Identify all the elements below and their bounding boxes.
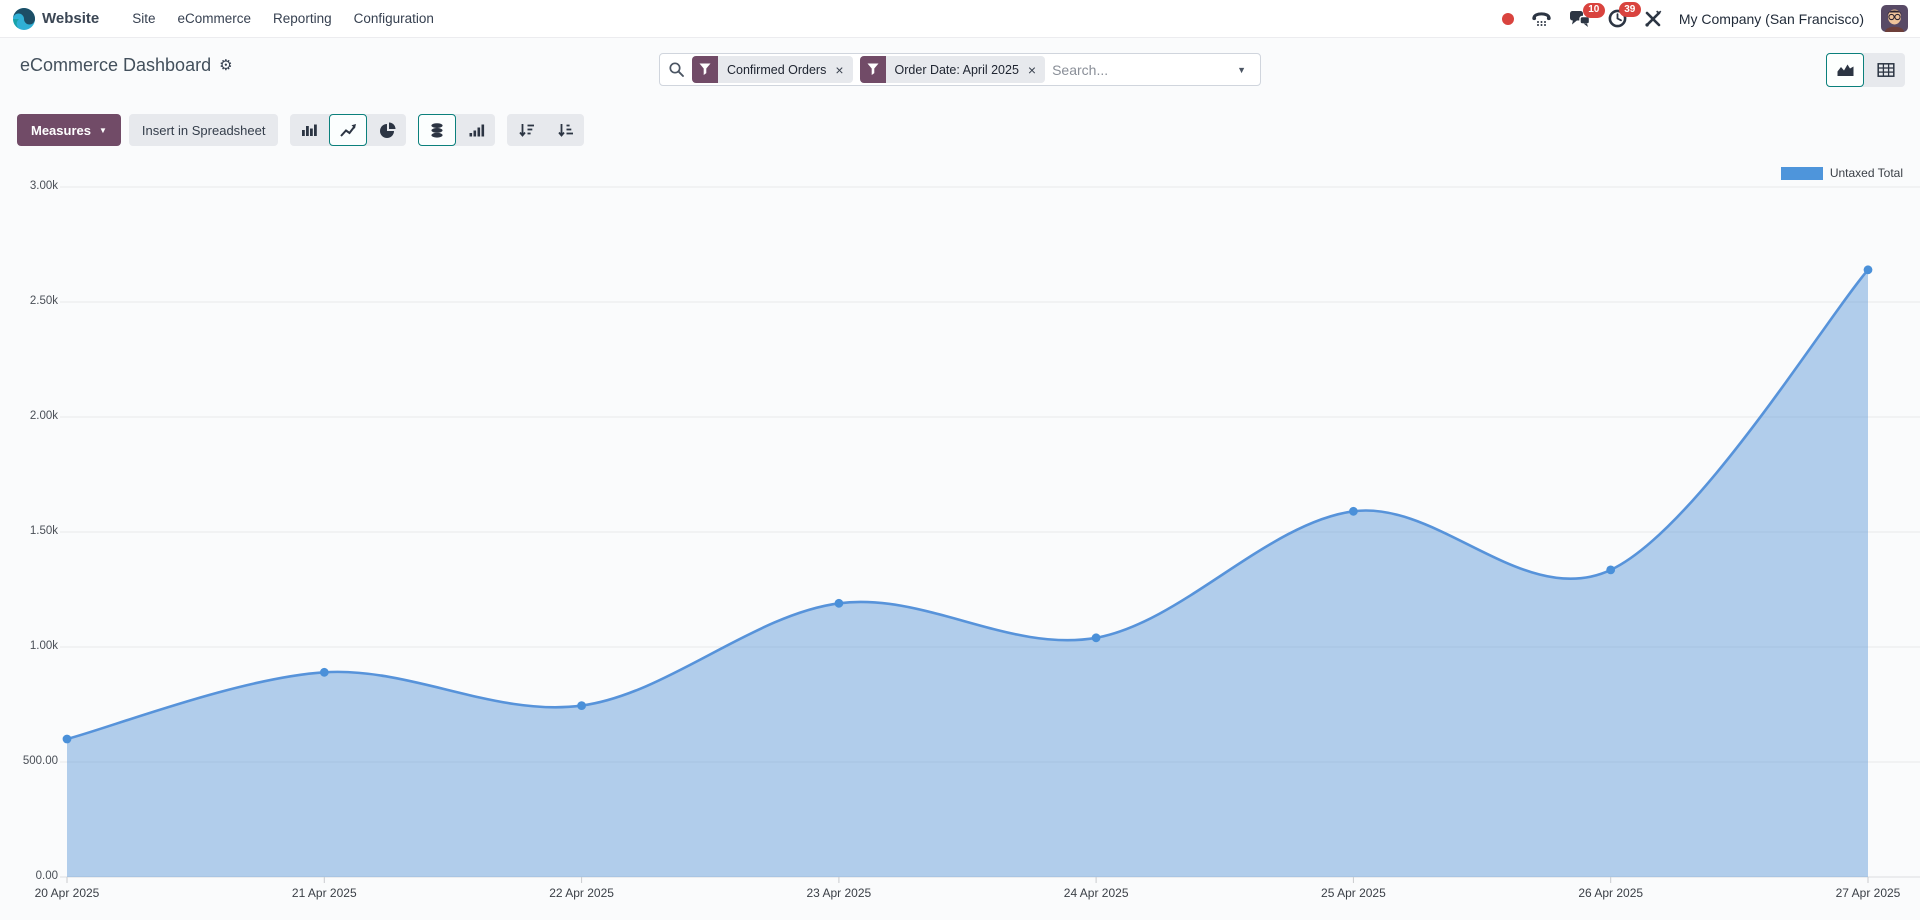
x-axis-label: 27 Apr 2025 — [1835, 886, 1901, 900]
y-axis-label: 3.00k — [29, 180, 58, 192]
y-axis-label: 2.00k — [29, 410, 58, 422]
bar-chart-icon — [301, 124, 317, 136]
menu-site[interactable]: Site — [123, 5, 164, 32]
data-point[interactable] — [1091, 633, 1101, 643]
y-axis-label: 2.50k — [29, 295, 58, 307]
control-panel: eCommerce Dashboard ⚙ Confirmed Orders × O… — [0, 38, 1920, 96]
data-point[interactable] — [62, 734, 72, 744]
sort-group — [507, 114, 585, 146]
graph-toolbar: Measures ▼ Insert in Spreadsheet — [17, 114, 585, 146]
facet-filter-icon — [692, 56, 718, 83]
messages-count-badge: 10 — [1582, 2, 1605, 18]
area-chart-svg — [60, 186, 1920, 883]
pie-chart-button[interactable] — [368, 114, 406, 146]
developer-tools-icon[interactable] — [1644, 10, 1662, 28]
legend-label: Untaxed Total — [1829, 166, 1903, 180]
sort-ascending-button[interactable] — [546, 114, 584, 146]
view-switcher — [1826, 53, 1905, 87]
area-chart: Untaxed Total 0.00 500.00 1.00k 1.50k 2.00k 2… — [0, 160, 1920, 920]
search-icon — [668, 61, 685, 78]
pie-chart-icon — [379, 122, 396, 138]
chart-legend[interactable]: Untaxed Total — [1780, 166, 1903, 180]
x-axis-label: 20 Apr 2025 — [34, 886, 100, 900]
area-chart-icon — [1837, 64, 1853, 76]
facet-label: Confirmed Orders — [727, 62, 827, 77]
menu-ecommerce[interactable]: eCommerce — [169, 5, 261, 32]
bar-chart-button[interactable] — [290, 114, 328, 146]
stacked-icon — [431, 122, 444, 138]
x-axis-label: 23 Apr 2025 — [806, 886, 872, 900]
stacked-toggle-button[interactable] — [418, 114, 457, 146]
systray: 10 39 My Company (San Francisco) — [1501, 2, 1908, 32]
cog-menu-icon[interactable]: ⚙ — [219, 57, 233, 74]
messages-icon[interactable]: 10 — [1569, 2, 1605, 28]
data-point[interactable] — [1349, 506, 1358, 516]
x-axis-label: 26 Apr 2025 — [1578, 886, 1644, 900]
app-name[interactable]: Website — [42, 10, 100, 27]
legend-swatch — [1780, 166, 1823, 180]
pivot-table-icon — [1877, 63, 1895, 77]
stacked-cumulative-group — [418, 114, 496, 146]
search-facet[interactable]: Order Date: April 2025 × — [859, 56, 1046, 83]
x-axis-label: 22 Apr 2025 — [549, 886, 614, 900]
facet-remove-icon[interactable]: × — [835, 61, 844, 78]
search-bar[interactable]: Confirmed Orders × Order Date: April 2025 ×… — [659, 53, 1261, 86]
y-axis-label: 1.00k — [29, 640, 58, 652]
menu-configuration[interactable]: Configuration — [345, 5, 443, 32]
facet-filter-icon — [859, 56, 886, 83]
nav-left: Website Site eCommerce Reporting Configurat… — [12, 5, 443, 32]
graph-view-button[interactable] — [1826, 53, 1864, 87]
caret-down-icon: ▼ — [98, 125, 107, 135]
sort-descending-icon — [519, 124, 534, 137]
menu-reporting[interactable]: Reporting — [264, 5, 341, 32]
search-facets: Confirmed Orders × Order Date: April 2025 × — [692, 56, 1046, 83]
data-point[interactable] — [319, 667, 329, 677]
measures-label: Measures — [31, 122, 91, 138]
breadcrumb: eCommerce Dashboard ⚙ — [20, 55, 233, 76]
data-point[interactable] — [1863, 265, 1873, 275]
data-point[interactable] — [834, 598, 844, 608]
chart-type-group — [290, 114, 407, 146]
y-axis-label: 0.00 — [35, 870, 58, 882]
insert-in-spreadsheet-button[interactable]: Insert in Spreadsheet — [128, 114, 279, 146]
data-point[interactable] — [577, 701, 586, 710]
filter-funnel-icon — [867, 63, 879, 75]
voip-phone-icon[interactable] — [1531, 10, 1552, 28]
x-axis-label: 21 Apr 2025 — [291, 886, 357, 900]
measures-button[interactable]: Measures ▼ — [17, 114, 121, 146]
sort-ascending-icon — [558, 124, 573, 137]
y-axis-label: 500.00 — [22, 755, 58, 767]
page-title: eCommerce Dashboard — [20, 55, 212, 75]
data-point[interactable] — [1606, 565, 1616, 575]
facet-remove-icon[interactable]: × — [1027, 61, 1037, 78]
top-navbar: Website Site eCommerce Reporting Configurat… — [0, 0, 1920, 38]
search-input[interactable] — [1052, 61, 1232, 78]
ascending-bars-icon — [469, 124, 485, 137]
x-axis-label: 25 Apr 2025 — [1321, 886, 1386, 900]
line-chart-button[interactable] — [329, 114, 368, 146]
search-dropdown-caret-icon[interactable]: ▼ — [1237, 64, 1246, 75]
facet-label: Order Date: April 2025 — [894, 62, 1019, 77]
user-avatar[interactable] — [1881, 5, 1908, 32]
website-app-logo-icon[interactable] — [12, 7, 36, 31]
pivot-view-button[interactable] — [1867, 53, 1905, 87]
company-switcher[interactable]: My Company (San Francisco) — [1678, 10, 1864, 27]
app-menus: Site eCommerce Reporting Configuration — [123, 5, 443, 32]
search-facet[interactable]: Confirmed Orders × — [692, 56, 853, 83]
presence-status-icon[interactable] — [1501, 12, 1514, 25]
sort-descending-button[interactable] — [507, 114, 545, 146]
activities-clock-icon[interactable]: 39 — [1608, 2, 1641, 28]
x-axis-label: 24 Apr 2025 — [1063, 886, 1129, 900]
line-chart-icon — [340, 124, 356, 137]
cumulative-button[interactable] — [457, 114, 495, 146]
filter-funnel-icon — [699, 63, 711, 75]
y-axis-label: 1.50k — [29, 525, 58, 537]
activities-count-badge: 39 — [1618, 2, 1641, 17]
